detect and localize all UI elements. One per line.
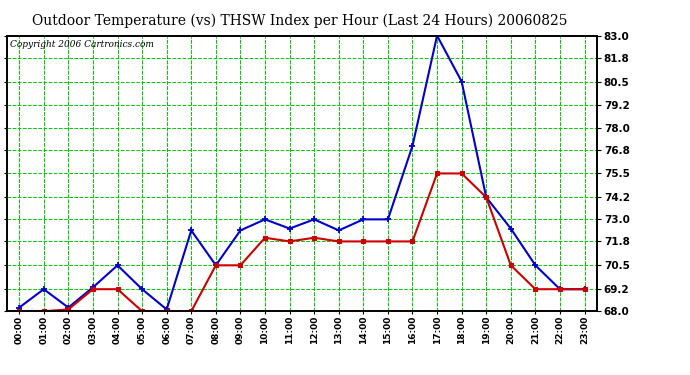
Text: Outdoor Temperature (vs) THSW Index per Hour (Last 24 Hours) 20060825: Outdoor Temperature (vs) THSW Index per … (32, 13, 568, 27)
Text: Copyright 2006 Cartronics.com: Copyright 2006 Cartronics.com (10, 40, 154, 49)
